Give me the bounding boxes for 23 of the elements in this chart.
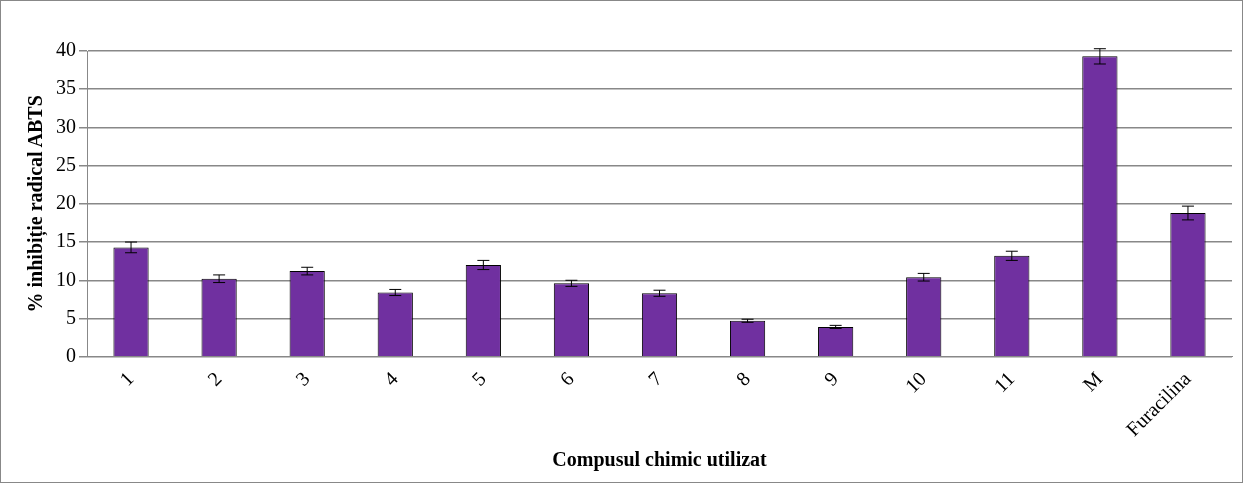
x-tick-label: 5 [467,367,490,390]
x-axis-title: Compusul chimic utilizat [552,448,768,472]
y-tick-label: 5 [66,305,76,328]
x-tick-label: 8 [731,367,755,390]
x-tick-label: 3 [291,367,314,390]
x-tick-label: 9 [819,367,843,390]
y-tick-label: 20 [56,191,76,214]
y-tick-label: 35 [56,76,76,99]
x-tick-label: 1 [114,367,138,390]
x-tick-label: 10 [900,367,931,397]
x-tick-label: 6 [555,367,578,390]
y-tick-label: 25 [56,152,76,175]
x-tick-label: 2 [203,367,226,390]
y-tick-label: 40 [56,38,76,61]
y-axis-title: % inhibiție radical ABTS [24,95,49,313]
x-tick-label: 7 [643,367,667,390]
y-tick-label: 30 [56,114,76,137]
x-tick-label: 11 [989,367,1019,397]
y-tick-label: 10 [56,267,76,290]
y-tick-label: 0 [66,343,76,366]
x-tick-label: 4 [379,367,402,390]
x-tick-label: M [1078,367,1107,396]
y-tick-label: 15 [56,229,76,252]
